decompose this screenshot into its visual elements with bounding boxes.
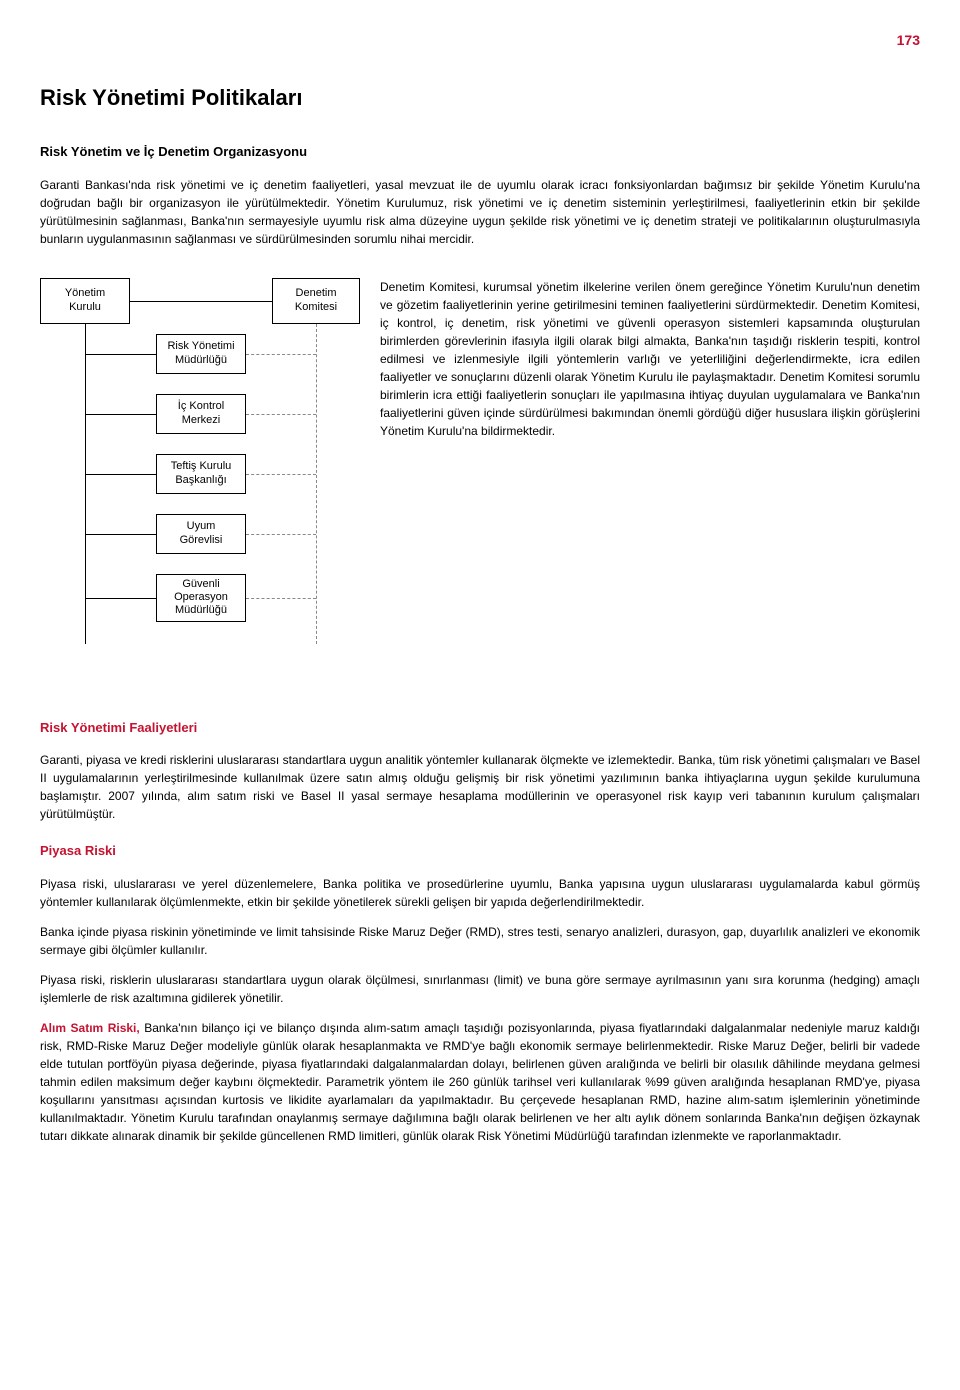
piyasa-p1: Piyasa riski, uluslararası ve yerel düze…	[40, 875, 920, 911]
connector-line	[130, 301, 272, 302]
connector-line	[85, 354, 156, 355]
piyasa-heading: Piyasa Riski	[40, 841, 920, 861]
intro-paragraph: Garanti Bankası'nda risk yönetimi ve iç …	[40, 176, 920, 248]
alim-paragraph: Alım Satım Riski, Banka'nın bilanço içi …	[40, 1019, 920, 1145]
connector-dashed	[246, 354, 316, 355]
connector-dashed	[246, 414, 316, 415]
org-node-uyum-gorevlisi: UyumGörevlisi	[156, 514, 246, 554]
connector-line	[85, 414, 156, 415]
connector-line	[85, 474, 156, 475]
piyasa-p3: Piyasa riski, risklerin uluslararası sta…	[40, 971, 920, 1007]
connector-line	[85, 598, 156, 599]
org-chart: YönetimKurulu DenetimKomitesi Risk Yönet…	[40, 278, 360, 678]
connector-line	[85, 534, 156, 535]
middle-row: YönetimKurulu DenetimKomitesi Risk Yönet…	[40, 278, 920, 678]
org-node-guvenli-operasyon: GüvenliOperasyonMüdürlüğü	[156, 574, 246, 622]
connector-line	[85, 324, 86, 644]
alim-text: Banka'nın bilanço içi ve bilanço dışında…	[40, 1021, 920, 1143]
komite-paragraph: Denetim Komitesi, kurumsal yönetim ilkel…	[380, 278, 920, 440]
org-node-yonetim-kurulu: YönetimKurulu	[40, 278, 130, 324]
org-node-risk-yonetimi: Risk YönetimiMüdürlüğü	[156, 334, 246, 374]
org-node-teftis-kurulu: Teftiş KuruluBaşkanlığı	[156, 454, 246, 494]
connector-dashed	[246, 598, 316, 599]
intro-heading: Risk Yönetim ve İç Denetim Organizasyonu	[40, 142, 920, 162]
alim-lead: Alım Satım Riski,	[40, 1021, 140, 1035]
org-node-denetim-komitesi: DenetimKomitesi	[272, 278, 360, 324]
piyasa-p2: Banka içinde piyasa riskinin yönetiminde…	[40, 923, 920, 959]
connector-dashed	[316, 324, 317, 644]
komite-text-block: Denetim Komitesi, kurumsal yönetim ilkel…	[380, 278, 920, 678]
faaliyetler-paragraph: Garanti, piyasa ve kredi risklerini ulus…	[40, 751, 920, 823]
connector-dashed	[246, 474, 316, 475]
faaliyetler-heading: Risk Yönetimi Faaliyetleri	[40, 718, 920, 738]
page-number: 173	[40, 30, 920, 51]
org-node-ic-kontrol: İç KontrolMerkezi	[156, 394, 246, 434]
connector-dashed	[246, 534, 316, 535]
page-title: Risk Yönetimi Politikaları	[40, 81, 920, 114]
